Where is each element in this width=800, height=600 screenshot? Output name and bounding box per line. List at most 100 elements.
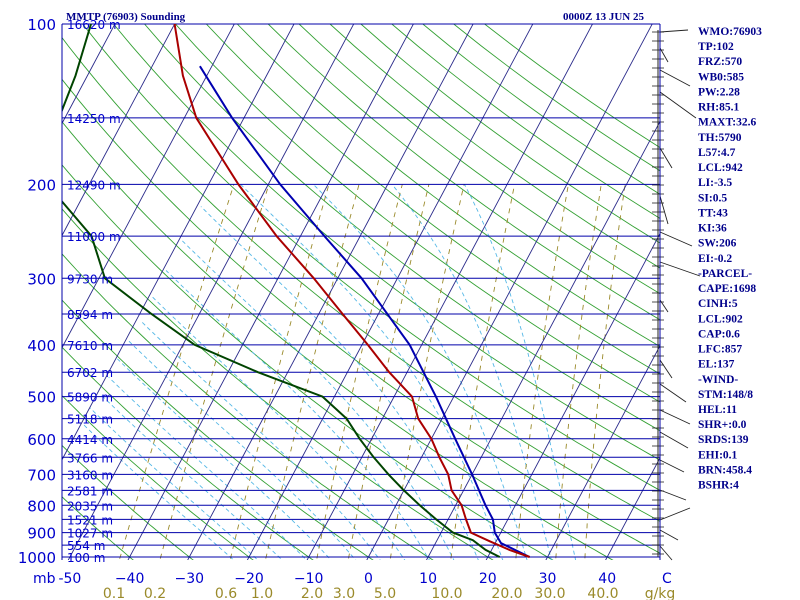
wind-barb bbox=[659, 489, 687, 501]
mixing-ratio-line bbox=[159, 184, 270, 560]
index-entry: HEL:11 bbox=[698, 404, 737, 416]
height-labels: 16620 m 14250 m 12490 m 11000 m 9730 m 8594 m… bbox=[67, 18, 121, 565]
temperature-tick-label: 0 bbox=[364, 571, 373, 587]
wind-barb bbox=[659, 47, 669, 63]
height-label: 1521 m bbox=[67, 513, 113, 527]
isotherm bbox=[605, 456, 660, 560]
mixing-ratio-line bbox=[450, 184, 516, 560]
wind-barbs bbox=[652, 29, 701, 561]
mixing-ratio-line bbox=[347, 184, 430, 560]
index-entry: -WIND- bbox=[698, 374, 738, 386]
height-label: 7610 m bbox=[67, 339, 113, 353]
wind-barb bbox=[659, 383, 687, 403]
dry-adiabat bbox=[62, 395, 254, 560]
pressure-label: 400 bbox=[27, 337, 56, 355]
pressure-label: 600 bbox=[27, 431, 56, 449]
index-entry: EHI:0.1 bbox=[698, 449, 738, 461]
index-entry: L57:4.7 bbox=[698, 147, 736, 159]
pressure-label: 200 bbox=[27, 176, 56, 194]
isotherm bbox=[187, 24, 474, 560]
isotherm bbox=[67, 24, 355, 560]
index-entry: BRN:458.4 bbox=[698, 464, 752, 476]
wind-barb bbox=[659, 459, 685, 473]
moist-adiabat bbox=[464, 184, 576, 560]
mixing-ratio-line bbox=[316, 184, 403, 560]
index-entry: CINH:5 bbox=[698, 298, 738, 310]
index-entry: EL:137 bbox=[698, 359, 735, 371]
wind-barb bbox=[659, 231, 693, 247]
wind-barb bbox=[659, 507, 691, 521]
wind-barb bbox=[659, 261, 701, 277]
plot-area bbox=[62, 24, 660, 560]
isotherm bbox=[0, 0, 9, 568]
index-entry: WMO:76903 bbox=[698, 26, 762, 38]
isobars bbox=[62, 23, 660, 558]
mixing-ratio-line bbox=[118, 184, 235, 560]
isotherm bbox=[62, 24, 295, 461]
mixing-ratio-label: g/kg bbox=[645, 586, 676, 600]
height-label: 3160 m bbox=[67, 468, 113, 482]
isotherm bbox=[246, 24, 534, 560]
moist-adiabat bbox=[313, 184, 528, 560]
index-entry: LI:-3.5 bbox=[698, 177, 732, 189]
isotherm bbox=[545, 344, 660, 560]
moist-adiabat bbox=[139, 320, 381, 560]
height-label: 100 m bbox=[67, 551, 105, 565]
temperature-tick-labels: -50 −40 −30 −20 −10 0 10 20 30 40 C bbox=[58, 571, 672, 587]
index-entry: EI:-0.2 bbox=[698, 253, 732, 265]
index-entry: WB0:585 bbox=[698, 71, 744, 83]
pressure-unit-label: mb bbox=[33, 571, 56, 587]
mixing-ratio-line bbox=[389, 184, 465, 560]
index-entry: SRDS:139 bbox=[698, 434, 749, 446]
moist-adiabat bbox=[181, 240, 455, 560]
wind-barb bbox=[659, 29, 689, 33]
temperature-tick-label: −10 bbox=[294, 571, 324, 587]
wind-barb bbox=[659, 529, 679, 541]
index-entry: TH:5790 bbox=[698, 132, 742, 144]
mixing-ratio-line bbox=[229, 184, 330, 560]
wind-barb bbox=[659, 545, 673, 561]
index-entry: LCL:942 bbox=[698, 162, 743, 174]
mixing-ratio-label: 0.6 bbox=[215, 586, 237, 600]
mixing-ratio-labels: 0.1 0.2 0.6 1.0 2.0 3.0 5.0 10.0 20.0 30.0 40.0 g/k… bbox=[103, 586, 675, 600]
index-entry: STM:148/8 bbox=[698, 389, 753, 401]
temperature-tick-label: 20 bbox=[479, 571, 497, 587]
isotherm bbox=[127, 24, 414, 560]
isotherm bbox=[306, 24, 594, 560]
pressure-labels: 100 200 300 400 500 600 700 800 900 1000 bbox=[18, 16, 56, 567]
chart-title: MMTP (76903) Sounding bbox=[66, 11, 186, 23]
pressure-label: 800 bbox=[27, 497, 56, 515]
index-entry: KI:36 bbox=[698, 223, 727, 235]
wind-barb bbox=[659, 69, 691, 87]
index-entry: FRZ:570 bbox=[698, 56, 742, 68]
temperature-tick-label: −20 bbox=[234, 571, 264, 587]
moist-adiabat bbox=[391, 184, 552, 560]
temperature-tick-label: 40 bbox=[598, 571, 616, 587]
mixing-ratio-label: 10.0 bbox=[431, 586, 462, 600]
height-label: 6702 m bbox=[67, 366, 113, 380]
pressure-label: 900 bbox=[27, 525, 56, 543]
height-label: 2035 m bbox=[67, 499, 113, 513]
moist-adiabat bbox=[151, 296, 406, 560]
wind-barb bbox=[659, 147, 673, 169]
moist-adiabat bbox=[200, 206, 479, 560]
mixing-ratio-line bbox=[584, 184, 626, 560]
wind-barb bbox=[659, 299, 669, 313]
index-entry: TP:102 bbox=[698, 41, 734, 53]
mixing-ratio-label: 1.0 bbox=[251, 586, 273, 600]
height-label: 16620 m bbox=[67, 18, 121, 32]
index-entry: LCL:902 bbox=[698, 313, 743, 325]
index-entry: LFC:857 bbox=[698, 344, 742, 356]
index-entry: SI:0.5 bbox=[698, 192, 727, 204]
pressure-label: 300 bbox=[27, 270, 56, 288]
mixing-ratio-label: 0.1 bbox=[103, 586, 125, 600]
height-label: 4414 m bbox=[67, 433, 113, 447]
temperature-profile bbox=[173, 24, 530, 558]
height-label: 5890 m bbox=[67, 391, 113, 405]
isotherm bbox=[62, 24, 176, 237]
pressure-label: 1000 bbox=[18, 549, 56, 567]
index-entry: PW:2.28 bbox=[698, 86, 740, 98]
mixing-ratio-label: 2.0 bbox=[301, 586, 323, 600]
temperature-tick-label: −40 bbox=[115, 571, 145, 587]
